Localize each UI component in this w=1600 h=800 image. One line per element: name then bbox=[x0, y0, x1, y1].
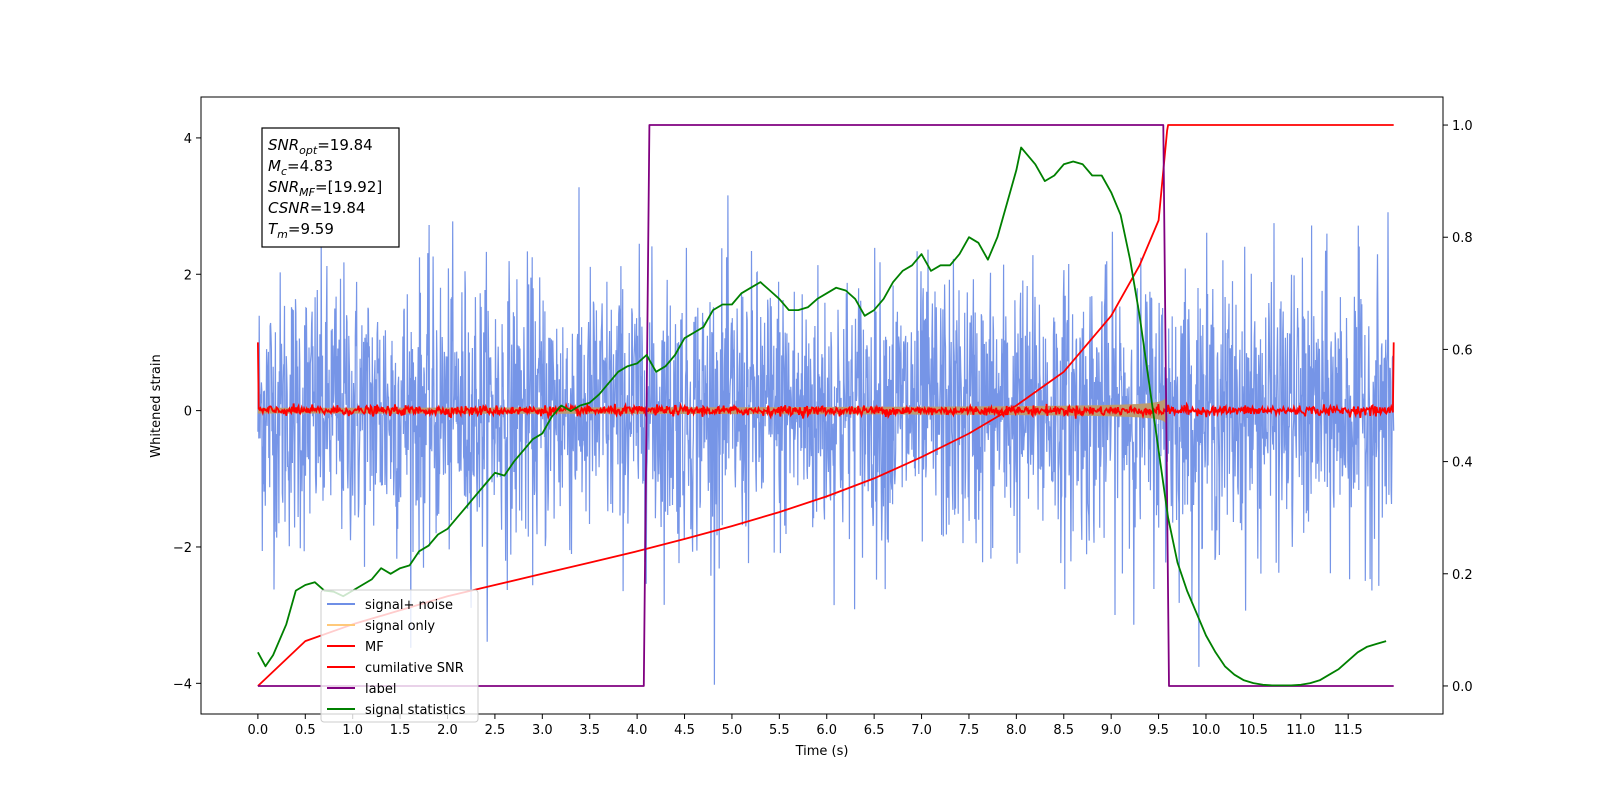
y-tick-label: −4 bbox=[173, 677, 192, 692]
axes-layer: 0.0 0.5 1.0 1.5 2.0 2.5 3.0 3.5 4.0 4.5 5.0 5.5 6.0 6… bbox=[173, 119, 1473, 738]
x-tick-label: 4.5 bbox=[674, 723, 695, 738]
x-tick-label: 2.5 bbox=[485, 723, 506, 738]
x-tick-label: 8.0 bbox=[1006, 723, 1027, 738]
y-tick-label: −2 bbox=[173, 541, 192, 556]
annotation-line: Tm=9.59 bbox=[268, 220, 334, 241]
x-tick-label: 0.0 bbox=[248, 723, 269, 738]
x-tick-label: 9.5 bbox=[1148, 723, 1169, 738]
x-tick-label: 6.0 bbox=[816, 723, 837, 738]
y2-tick-label: 0.6 bbox=[1452, 343, 1473, 358]
x-tick-label: 1.5 bbox=[390, 723, 411, 738]
legend-entry: signal only bbox=[365, 619, 435, 634]
x-tick-label: 11.0 bbox=[1286, 723, 1315, 738]
x-tick-label: 7.5 bbox=[959, 723, 980, 738]
legend-entry: label bbox=[365, 682, 396, 697]
y2-tick-label: 0.4 bbox=[1452, 456, 1473, 471]
annotation-line: Mc=4.83 bbox=[268, 157, 333, 178]
y2-tick-label: 0.8 bbox=[1452, 231, 1473, 246]
y-axis-label: Whitened strain bbox=[149, 354, 164, 457]
x-axis-label: Time (s) bbox=[795, 744, 849, 759]
x-tick-label: 6.5 bbox=[864, 723, 885, 738]
x-tick-label: 3.0 bbox=[532, 723, 553, 738]
x-tick-label: 0.5 bbox=[295, 723, 316, 738]
annotation-line: SNRopt=19.84 bbox=[268, 136, 373, 157]
legend: signal+ noise signal only MF cumilative SNR… bbox=[320, 589, 479, 723]
x-tick-label: 3.5 bbox=[579, 723, 600, 738]
annotation-line: CSNR=19.84 bbox=[268, 199, 365, 217]
legend-entry: cumilative SNR bbox=[365, 661, 464, 676]
y-tick-label: 0 bbox=[184, 405, 192, 420]
y2-tick-label: 0.2 bbox=[1452, 568, 1473, 583]
series-signal-plus-noise bbox=[257, 187, 1395, 685]
series-signal-statistics bbox=[257, 146, 1387, 687]
series-label bbox=[257, 124, 1394, 687]
x-tick-label: 10.5 bbox=[1239, 723, 1268, 738]
x-tick-label: 8.5 bbox=[1053, 723, 1074, 738]
x-tick-label: 2.0 bbox=[437, 723, 458, 738]
legend-entry: MF bbox=[365, 640, 384, 655]
stats-annotation-box: SNRopt=19.84Mc=4.83SNRMF=[19.92]CSNR=19.… bbox=[261, 127, 400, 248]
legend-entry: signal statistics bbox=[365, 703, 466, 718]
x-tick-label: 9.0 bbox=[1101, 723, 1122, 738]
annotation-frame bbox=[261, 127, 400, 248]
x-tick-label: 5.0 bbox=[722, 723, 743, 738]
annotation-line: SNRMF=[19.92] bbox=[268, 178, 382, 199]
x-tick-label: 5.5 bbox=[769, 723, 790, 738]
x-tick-label: 7.0 bbox=[911, 723, 932, 738]
legend-entry: signal+ noise bbox=[365, 598, 453, 613]
x-tick-label: 1.0 bbox=[342, 723, 363, 738]
legend-frame bbox=[320, 589, 479, 723]
y2-tick-label: 0.0 bbox=[1452, 680, 1473, 695]
plot-frame bbox=[200, 96, 1444, 715]
y-tick-label: 4 bbox=[184, 132, 192, 147]
x-tick-label: 10.0 bbox=[1192, 723, 1221, 738]
series-mf bbox=[257, 342, 1395, 421]
x-tick-label: 11.5 bbox=[1334, 723, 1363, 738]
x-tick-label: 4.0 bbox=[627, 723, 648, 738]
y2-tick-label: 1.0 bbox=[1452, 119, 1473, 134]
y-tick-label: 2 bbox=[184, 268, 192, 283]
